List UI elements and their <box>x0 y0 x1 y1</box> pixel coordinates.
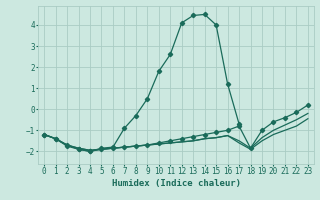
X-axis label: Humidex (Indice chaleur): Humidex (Indice chaleur) <box>111 179 241 188</box>
